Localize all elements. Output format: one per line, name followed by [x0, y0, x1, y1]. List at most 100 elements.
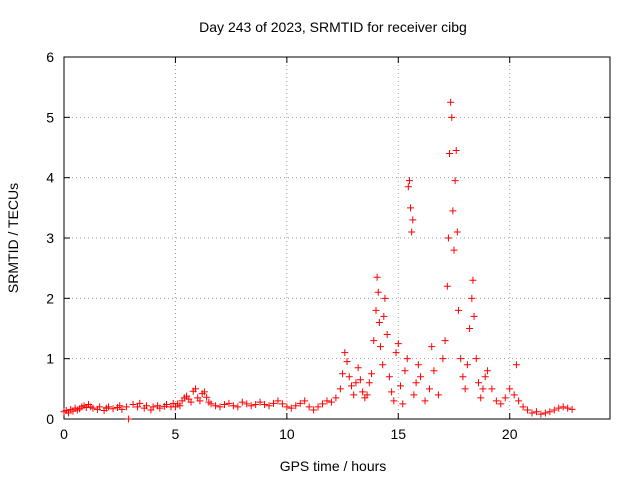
data-point	[441, 337, 449, 345]
data-point	[451, 177, 459, 185]
data-point	[370, 337, 378, 345]
data-point	[109, 405, 117, 413]
data-point	[305, 403, 313, 411]
data-point	[515, 397, 523, 405]
data-point	[469, 276, 477, 284]
axis-ticks: 0 5 10 15 20 0 1 2 3 4 5 6	[46, 49, 610, 442]
data-point	[417, 373, 425, 381]
data-point	[421, 397, 429, 405]
data-point	[564, 404, 572, 412]
data-point	[261, 401, 269, 409]
data-point	[461, 385, 469, 393]
data-point	[483, 367, 491, 375]
data-point	[555, 404, 563, 412]
data-point	[399, 400, 407, 408]
x-axis-label: GPS time / hours	[280, 458, 387, 474]
data-point	[444, 234, 452, 242]
y-tick-label: 5	[46, 109, 54, 125]
data-point	[287, 404, 295, 412]
data-point	[332, 394, 340, 402]
data-point	[470, 312, 478, 320]
data-point	[376, 343, 384, 351]
data-point	[365, 379, 373, 387]
data-point	[528, 409, 536, 417]
data-point	[506, 385, 514, 393]
data-point	[488, 385, 496, 393]
data-point	[142, 402, 150, 410]
data-point	[200, 388, 208, 396]
data-point	[373, 273, 381, 281]
data-point	[207, 400, 215, 408]
data-point	[448, 113, 456, 121]
chart-title: Day 243 of 2023, SRMTID for receiver cib…	[199, 19, 467, 35]
data-point	[532, 408, 540, 416]
data-point	[238, 398, 246, 406]
data-point	[350, 391, 358, 399]
data-point	[122, 403, 130, 411]
data-point	[96, 403, 104, 411]
data-point	[380, 312, 388, 320]
data-point	[116, 402, 124, 410]
x-tick-label: 15	[390, 426, 406, 442]
data-point	[401, 367, 409, 375]
data-point	[434, 391, 442, 399]
data-point	[410, 391, 418, 399]
x-tick-label: 0	[60, 426, 68, 442]
data-point	[374, 288, 382, 296]
data-point	[559, 403, 567, 411]
data-point	[336, 385, 344, 393]
y-axis-label: SRMTID / TECUs	[5, 183, 21, 293]
data-point	[225, 399, 233, 407]
data-point	[394, 340, 402, 348]
data-point	[475, 379, 483, 387]
data-point	[492, 397, 500, 405]
data-point	[512, 361, 520, 369]
data-point	[388, 388, 396, 396]
data-point	[327, 398, 335, 406]
data-point	[354, 364, 362, 372]
data-point	[463, 361, 471, 369]
data-point	[220, 401, 228, 409]
data-point	[519, 403, 527, 411]
data-point	[169, 399, 177, 407]
y-tick-label: 1	[46, 351, 54, 367]
data-point	[216, 403, 224, 411]
data-point	[310, 406, 318, 414]
grid-lines	[64, 57, 610, 419]
data-point	[292, 402, 300, 410]
data-point	[412, 379, 420, 387]
data-point	[125, 415, 133, 423]
data-point	[443, 282, 451, 290]
data-point	[339, 370, 347, 378]
data-point	[541, 409, 549, 417]
data-point	[118, 405, 126, 413]
data-point	[447, 98, 455, 106]
y-tick-label: 6	[46, 49, 54, 65]
data-point	[397, 382, 405, 390]
data-point	[449, 207, 457, 215]
data-point	[341, 349, 349, 357]
data-point	[408, 228, 416, 236]
data-point	[409, 216, 417, 224]
data-point	[359, 388, 367, 396]
data-point	[481, 373, 489, 381]
data-point	[343, 358, 351, 366]
data-point	[501, 394, 509, 402]
y-tick-label: 0	[46, 411, 54, 427]
data-point	[134, 403, 142, 411]
x-tick-label: 5	[172, 426, 180, 442]
data-point	[269, 399, 277, 407]
data-point	[459, 373, 467, 381]
data-point	[452, 147, 460, 155]
data-point	[472, 355, 480, 363]
data-point	[425, 385, 433, 393]
data-point	[404, 183, 412, 191]
data-point	[105, 403, 113, 411]
data-point	[278, 400, 286, 408]
data-point	[319, 400, 327, 408]
data-point	[314, 403, 322, 411]
data-point	[430, 367, 438, 375]
data-point	[203, 393, 211, 401]
data-point	[446, 150, 454, 158]
data-point	[385, 373, 393, 381]
